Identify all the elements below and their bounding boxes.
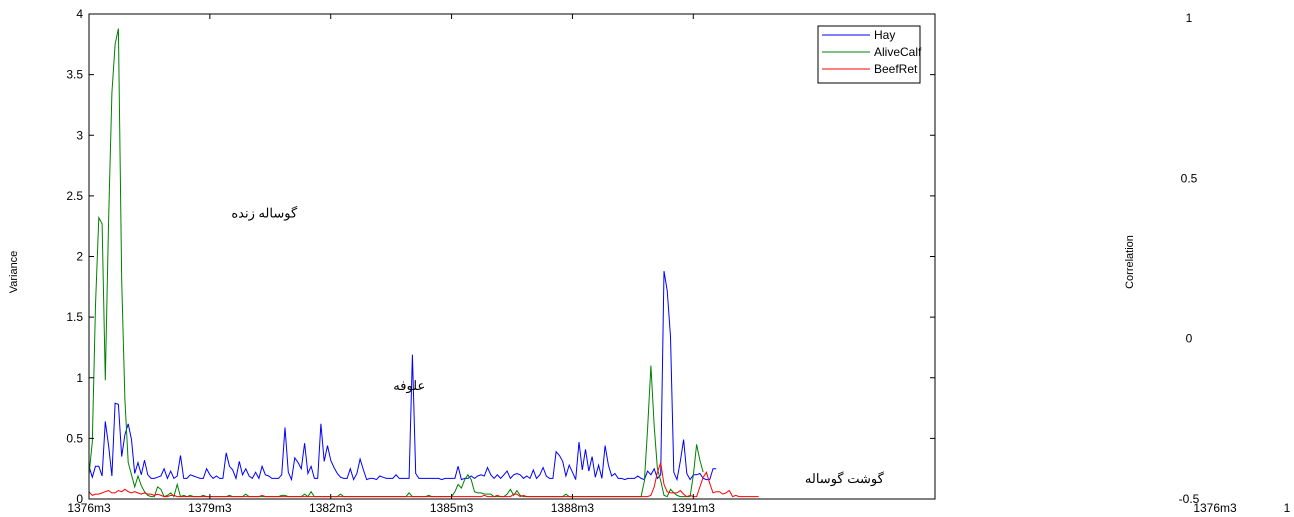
y-tick-label: 3 xyxy=(76,128,83,142)
y-tick-label: 0.5 xyxy=(66,431,83,445)
legend-label-hay: Hay xyxy=(874,28,895,42)
legend: Hay AliveCalf BeefRet xyxy=(817,25,922,84)
annotation-label: گوساله زنده xyxy=(231,206,298,222)
x-tick-label: 1388m3 xyxy=(551,501,595,515)
y-tick-label: 1 xyxy=(1186,11,1193,25)
x-tick-label: 1376m3 xyxy=(1193,501,1237,515)
axes-layer: -0.5 0 0.5 1 1376m3 1 xyxy=(1179,11,1291,515)
variance-chart: 0 0.5 1 1.5 2 2.5 3 3.5 4 1376m3 1379m3 1382m3 1385m… xyxy=(8,7,936,515)
series-line-hay xyxy=(88,271,717,482)
y-tick-label: 2.5 xyxy=(66,189,83,203)
annotation-label: علوفه xyxy=(393,378,425,394)
x-tick-label: 1 xyxy=(1284,501,1291,515)
y-tick-label: 2 xyxy=(76,250,83,264)
correlation-chart: -0.5 0 0.5 1 1376m3 1 Correlation xyxy=(1124,11,1291,515)
series-line-beefret xyxy=(88,462,759,498)
x-tick-label: 1391m3 xyxy=(672,501,716,515)
legend-label-beefret: BeefRet xyxy=(874,62,918,76)
series-line-alivecalf xyxy=(88,28,704,498)
y-tick-label: 0.5 xyxy=(1181,171,1198,185)
axes-layer: 0 0.5 1 1.5 2 2.5 3 3.5 4 1376m3 1379m3 1382m3 1385m… xyxy=(66,7,936,515)
y-tick-label: 0 xyxy=(1186,332,1193,346)
x-tick-label: 1385m3 xyxy=(430,501,474,515)
y-axis-label: Correlation xyxy=(1124,235,1136,289)
y-tick-label: 4 xyxy=(76,7,83,21)
x-tick-label: 1376m3 xyxy=(67,501,111,515)
y-tick-label: 1.5 xyxy=(66,310,83,324)
series-layer xyxy=(88,28,759,498)
y-axis-label: Variance xyxy=(8,251,20,294)
y-tick-label: 0 xyxy=(76,492,83,506)
legend-items: Hay AliveCalf BeefRet xyxy=(822,28,922,76)
annotation-layer: گوساله زنده علوفه گوشت گوساله xyxy=(231,206,884,488)
x-tick-label: 1382m3 xyxy=(309,501,353,515)
plot-frame xyxy=(88,13,936,500)
legend-label-alivecalf: AliveCalf xyxy=(874,45,922,59)
annotation-label: گوشت گوساله xyxy=(805,471,885,487)
x-tick-label: 1379m3 xyxy=(188,501,232,515)
y-tick-label: 1 xyxy=(76,371,83,385)
y-tick-label: 3.5 xyxy=(66,68,83,82)
y-tick-label: -0.5 xyxy=(1179,492,1200,506)
